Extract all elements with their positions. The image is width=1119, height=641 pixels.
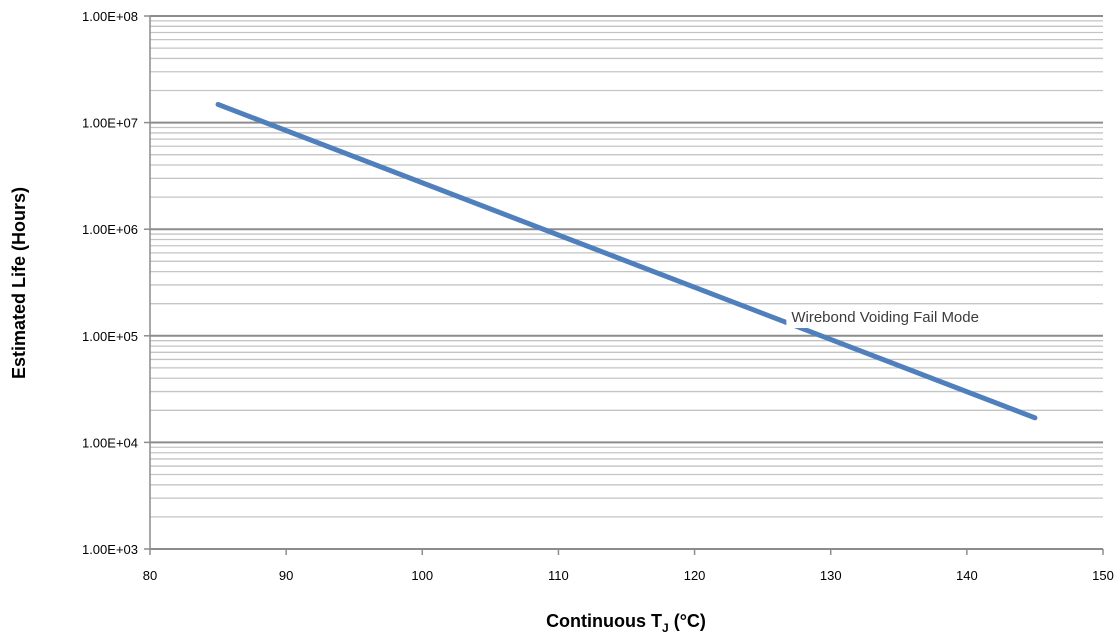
y-tick-label: 1.00E+07 (82, 116, 138, 131)
plot-area (150, 16, 1103, 549)
x-axis-title-main: Continuous T (546, 611, 662, 631)
x-tick-label: 140 (956, 568, 978, 583)
y-tick-label: 1.00E+03 (82, 542, 138, 557)
x-tick-label: 110 (548, 568, 569, 583)
annotations: Wirebond Voiding Fail Mode (786, 307, 984, 329)
grid (150, 15, 1103, 550)
x-tick-label: 100 (411, 568, 433, 583)
y-tick-label: 1.00E+05 (82, 329, 138, 344)
x-axis-title: Continuous TJ (°C) (546, 611, 706, 635)
y-tick-label: 1.00E+08 (82, 9, 138, 24)
y-tick-labels: 1.00E+03 1.00E+04 1.00E+05 1.00E+06 1.00E+07… (82, 9, 138, 557)
x-tick-labels: 80 90 100 110 120 130 140 150 (143, 568, 1114, 583)
axes (144, 15, 1104, 555)
series (215, 101, 1038, 421)
annotation-background (786, 307, 984, 329)
x-axis-title-subscript: J (662, 621, 669, 635)
y-tick-label: 1.00E+04 (82, 435, 138, 450)
x-tick-label: 120 (684, 568, 706, 583)
x-tick-label: 150 (1092, 568, 1114, 583)
x-axis-title-unit: (°C) (669, 611, 706, 631)
x-tick-label: 90 (279, 568, 293, 583)
x-tick-label: 80 (143, 568, 157, 583)
x-tick-label: 130 (820, 568, 842, 583)
series-line (215, 101, 1038, 421)
annotation-label: Wirebond Voiding Fail Mode (791, 309, 979, 326)
y-axis-title: Estimated Life (Hours) (9, 187, 29, 379)
y-tick-label: 1.00E+06 (82, 222, 138, 237)
